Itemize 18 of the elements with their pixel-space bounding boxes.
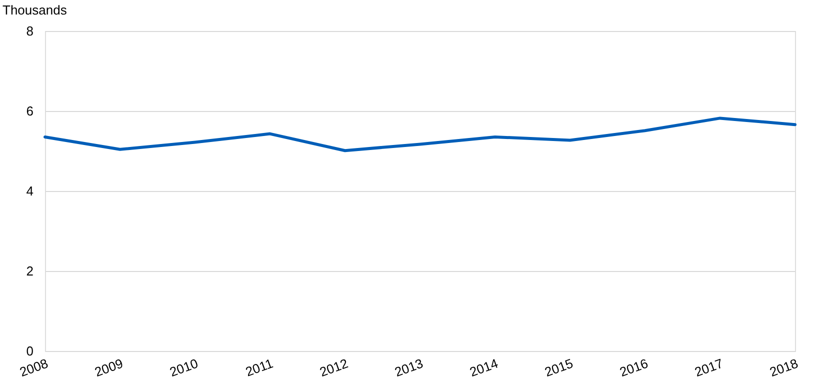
x-tick-label: 2008 <box>18 356 50 380</box>
x-tick-label: 2014 <box>468 356 500 380</box>
x-tick-label: 2016 <box>618 356 650 380</box>
y-tick-label: 0 <box>26 344 34 358</box>
x-tick-label: 2010 <box>168 356 200 380</box>
y-axis-title: Thousands <box>2 2 68 18</box>
x-tick-label: 2011 <box>244 356 275 380</box>
x-tick-label: 2018 <box>768 356 800 380</box>
x-tick-label: 2017 <box>692 356 725 380</box>
x-tick-label: 2015 <box>542 356 575 380</box>
y-tick-label: 6 <box>26 104 34 118</box>
y-tick-label: 4 <box>26 184 34 198</box>
x-tick-label: 2012 <box>318 356 350 380</box>
x-tick-label: 2009 <box>92 356 125 380</box>
line-series <box>44 116 796 152</box>
y-tick-label: 2 <box>26 264 34 278</box>
y-tick-label: 8 <box>26 24 34 38</box>
x-tick-label: 2013 <box>392 356 425 380</box>
